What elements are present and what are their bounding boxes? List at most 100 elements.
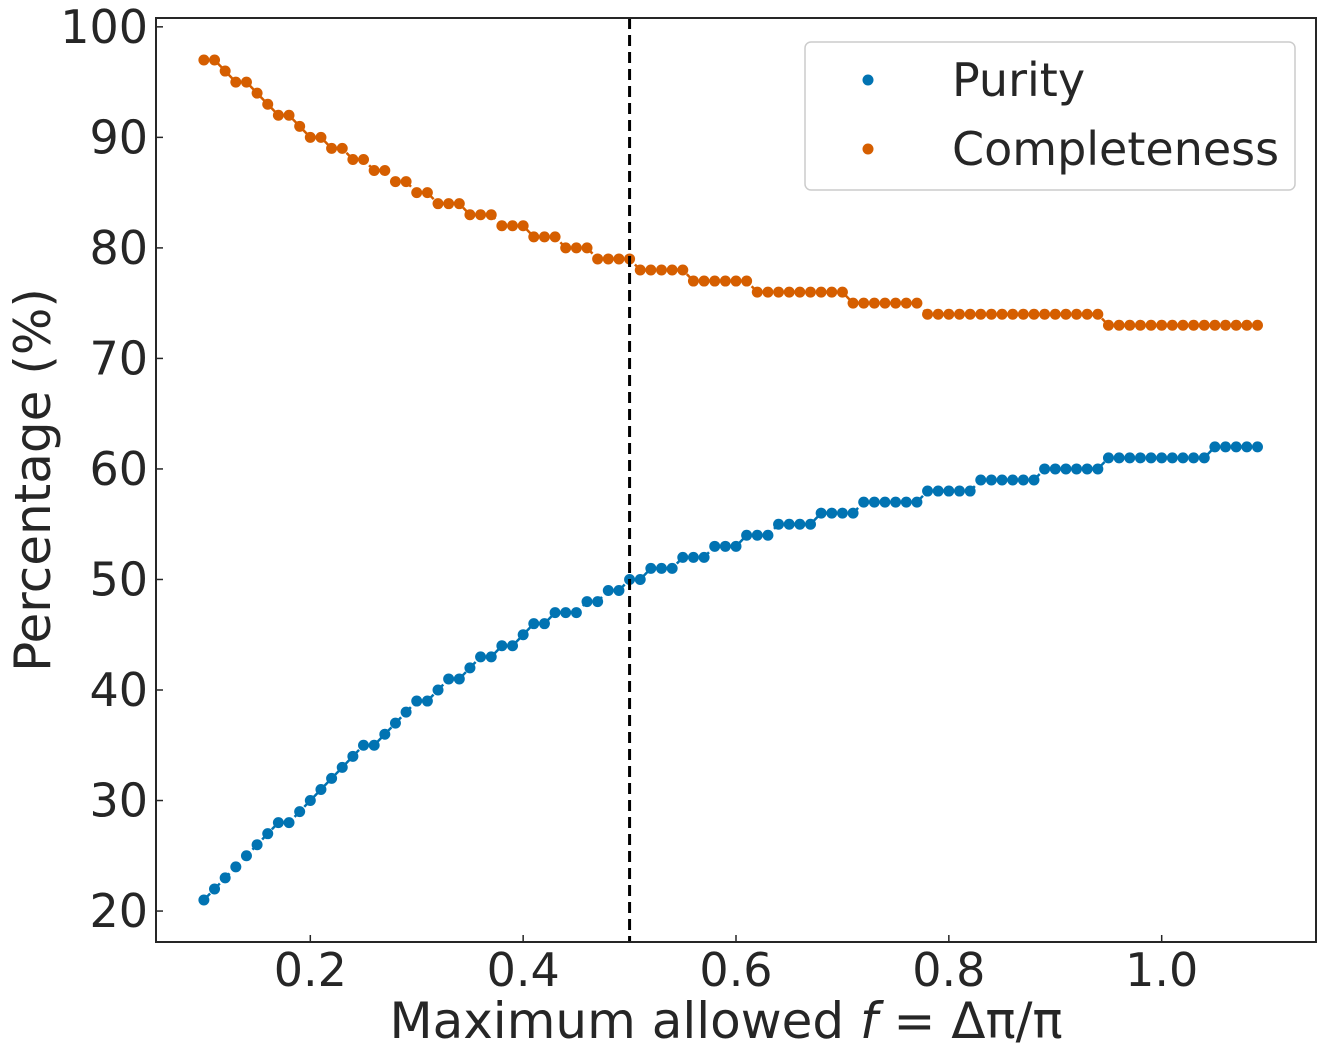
data-point-completeness [1134, 319, 1146, 331]
data-point-completeness [443, 198, 455, 210]
data-point-completeness [368, 165, 380, 177]
data-point-completeness [209, 54, 221, 66]
data-point-purity [1092, 463, 1104, 475]
data-point-completeness [240, 76, 252, 88]
series-points-completeness [198, 54, 1263, 331]
y-tick-label: 60 [89, 442, 148, 496]
y-tick-label: 30 [89, 774, 148, 828]
data-point-completeness [996, 308, 1008, 320]
data-point-completeness [475, 209, 487, 221]
data-point-purity [1113, 452, 1125, 464]
data-point-purity [666, 562, 678, 574]
legend: Purity Completeness [804, 41, 1296, 191]
data-point-completeness [1060, 308, 1072, 320]
data-point-purity [847, 507, 859, 519]
data-point-completeness [432, 198, 444, 210]
data-point-purity [581, 596, 593, 608]
data-point-completeness [879, 297, 891, 309]
data-point-purity [836, 507, 848, 519]
series-layer [198, 54, 1263, 906]
data-point-purity [1124, 452, 1136, 464]
data-point-completeness [517, 220, 529, 232]
data-point-completeness [315, 131, 327, 143]
y-tick-label: 90 [89, 110, 148, 164]
y-tick-label: 100 [60, 0, 148, 54]
data-point-purity [1156, 452, 1168, 464]
data-point-purity [645, 562, 657, 574]
data-point-purity [347, 750, 359, 762]
data-point-completeness [868, 297, 880, 309]
data-point-purity [1007, 474, 1019, 486]
data-point-purity [272, 817, 284, 829]
data-point-purity [219, 872, 231, 884]
data-point-purity [1145, 452, 1157, 464]
data-point-purity [1028, 474, 1040, 486]
data-point-purity [922, 485, 934, 497]
data-point-completeness [985, 308, 997, 320]
legend-marker-completeness [862, 143, 874, 155]
data-point-completeness [943, 308, 955, 320]
data-point-completeness [464, 209, 476, 221]
data-point-completeness [634, 264, 646, 276]
data-point-completeness [613, 253, 625, 265]
data-point-purity [209, 883, 221, 895]
data-point-purity [496, 640, 508, 652]
data-point-completeness [1092, 308, 1104, 320]
data-point-purity [698, 551, 710, 563]
data-point-completeness [1145, 319, 1157, 331]
data-point-purity [400, 706, 412, 718]
data-point-purity [656, 562, 667, 574]
data-point-completeness [964, 308, 976, 320]
y-tick-label: 50 [89, 552, 148, 606]
data-point-purity [1071, 463, 1083, 475]
x-axis-label-prefix: Maximum allowed [389, 992, 860, 1050]
data-point-completeness [1230, 319, 1242, 331]
legend-marker-purity [862, 74, 874, 86]
data-point-completeness [421, 187, 433, 199]
data-point-completeness [1028, 308, 1040, 320]
data-point-purity [911, 496, 923, 508]
data-point-completeness [294, 120, 306, 132]
data-point-purity [1230, 441, 1242, 453]
data-point-completeness [528, 231, 540, 243]
data-point-completeness [1241, 319, 1253, 331]
data-point-completeness [783, 286, 795, 298]
data-point-purity [677, 551, 689, 563]
data-point-completeness [762, 286, 774, 298]
data-point-completeness [379, 165, 391, 177]
data-point-completeness [251, 87, 263, 99]
data-point-purity [1241, 441, 1253, 453]
data-point-completeness [1081, 308, 1093, 320]
data-point-purity [953, 485, 965, 497]
data-point-purity [432, 684, 444, 696]
data-point-completeness [389, 176, 401, 188]
data-point-completeness [815, 286, 827, 298]
y-tick-label: 40 [89, 663, 148, 717]
data-point-purity [687, 551, 699, 563]
data-point-purity [794, 518, 806, 530]
series-points-purity [198, 441, 1263, 906]
data-point-purity [464, 662, 476, 674]
x-tick-label: 0.6 [699, 943, 772, 997]
data-point-completeness [358, 153, 370, 165]
data-point-completeness [932, 308, 944, 320]
data-point-completeness [911, 297, 923, 309]
data-point-completeness [304, 131, 316, 143]
data-point-purity [1049, 463, 1061, 475]
data-point-purity [1251, 441, 1263, 453]
data-point-purity [815, 507, 827, 519]
data-point-completeness [1198, 319, 1210, 331]
data-point-purity [592, 596, 604, 608]
y-tick-label: 80 [89, 221, 148, 275]
data-point-completeness [890, 297, 902, 309]
data-point-purity [730, 540, 742, 552]
data-point-purity [230, 861, 242, 873]
y-axis-label: Percentage (%) [4, 288, 62, 672]
data-point-completeness [496, 220, 508, 232]
y-tick-label: 70 [89, 331, 148, 385]
data-point-completeness [198, 54, 210, 66]
data-point-purity [879, 496, 891, 508]
data-point-completeness [656, 264, 667, 276]
data-point-completeness [645, 264, 657, 276]
